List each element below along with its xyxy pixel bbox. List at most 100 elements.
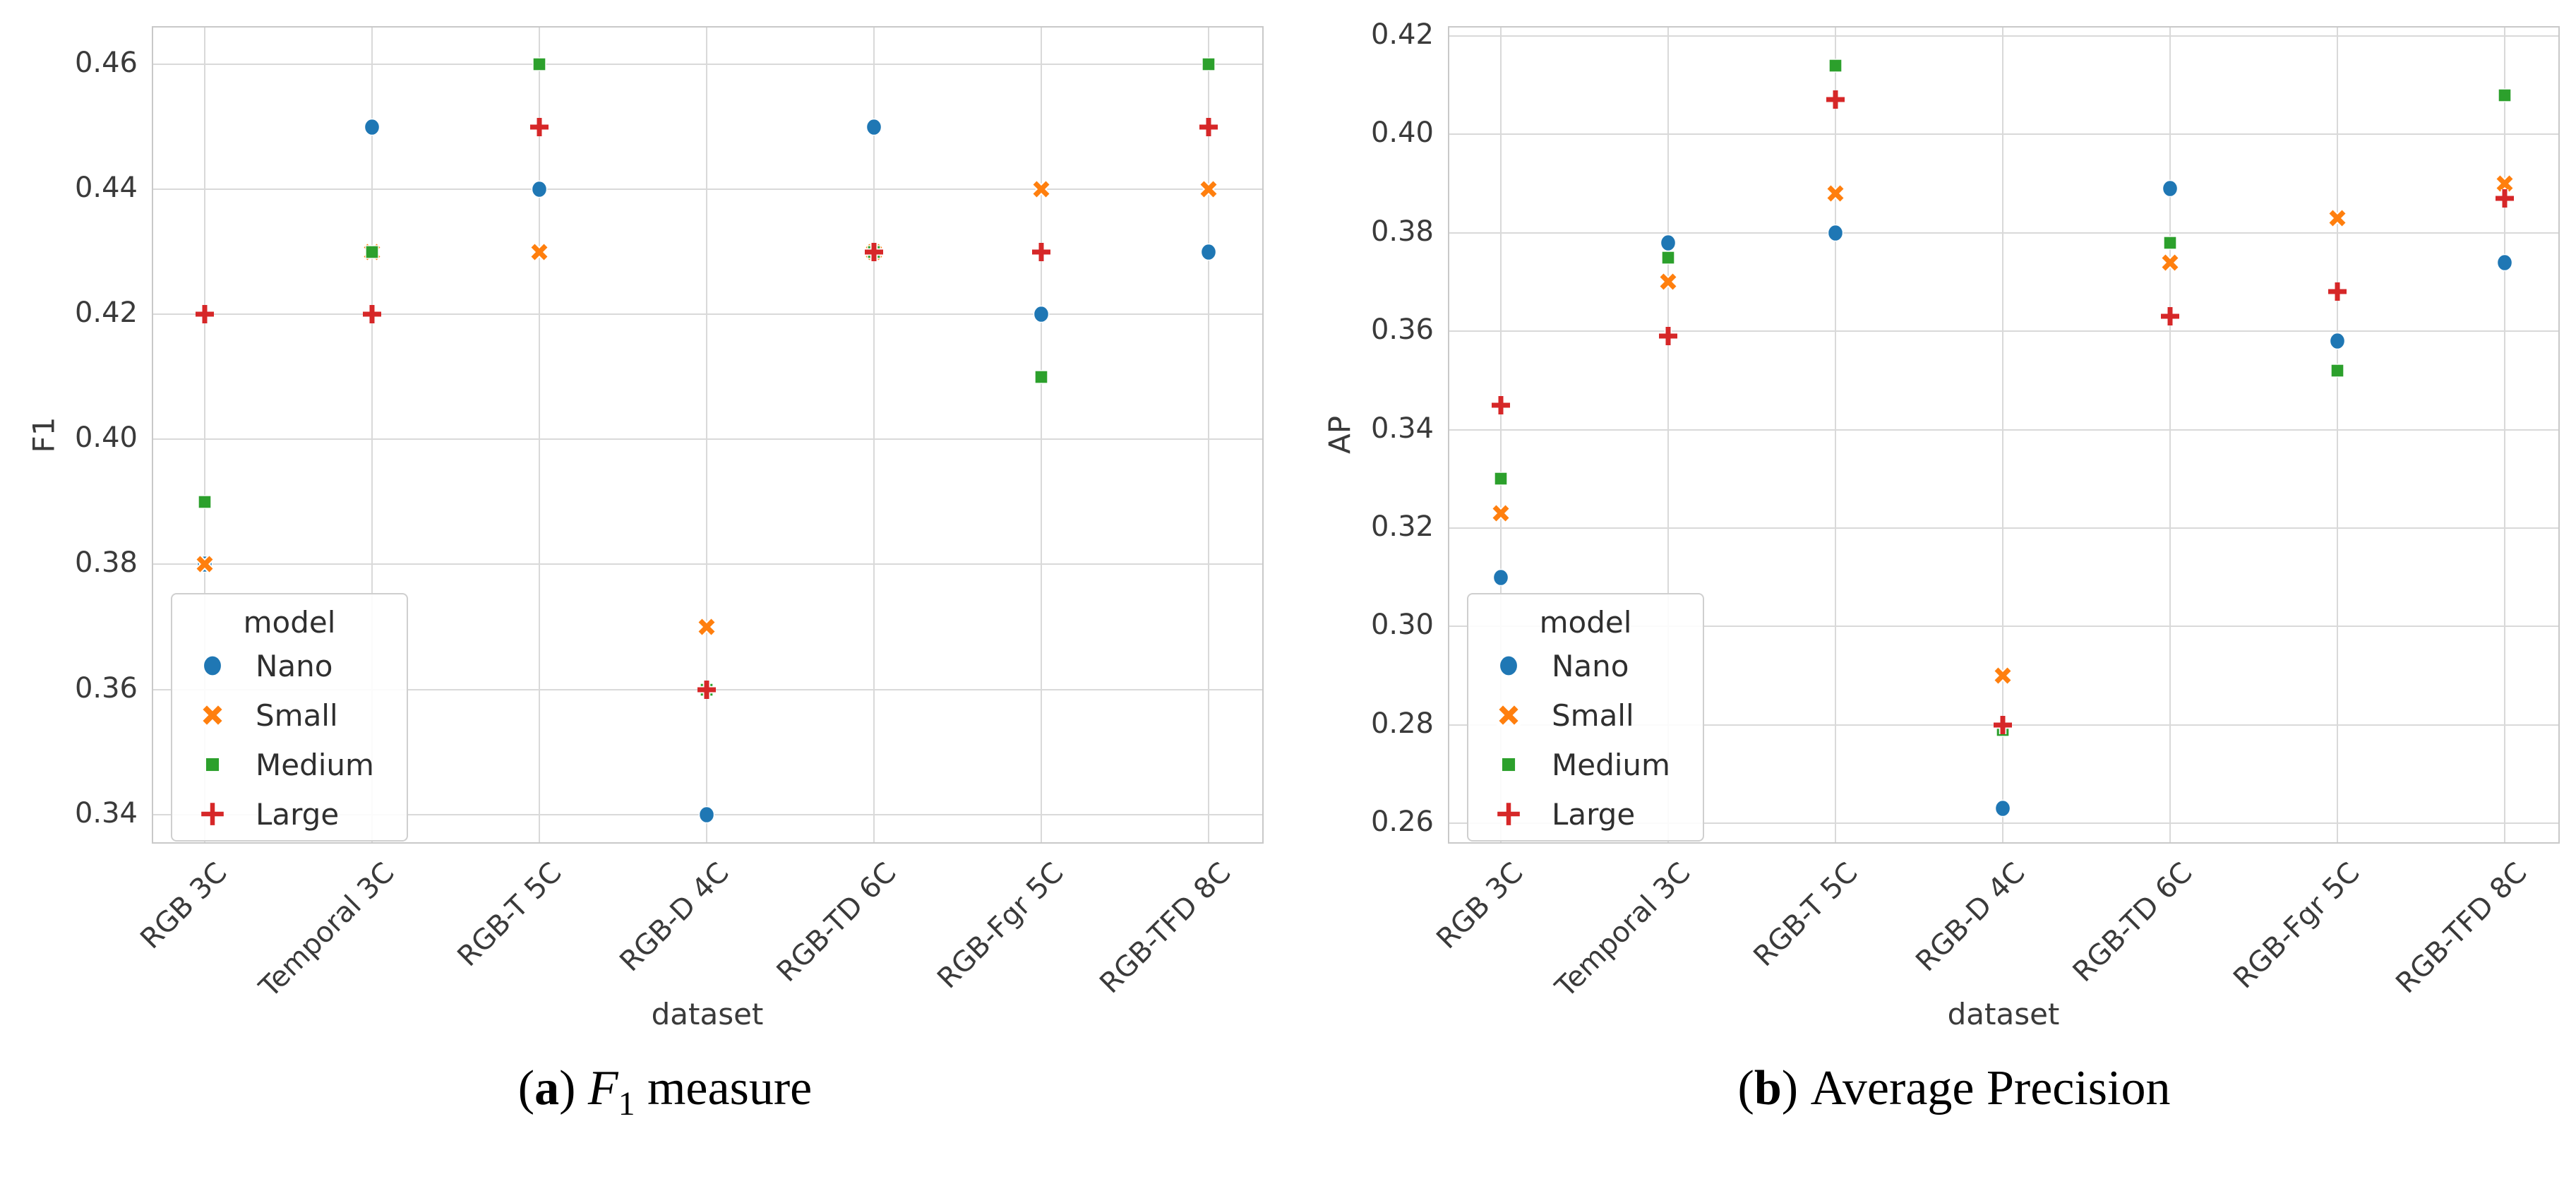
gridline-h bbox=[153, 188, 1262, 191]
marker-small-rgb-tfd-8c bbox=[1197, 178, 1220, 200]
legend-title: model bbox=[243, 605, 336, 640]
y-tick-label: 0.38 bbox=[1370, 215, 1434, 248]
gridline-v bbox=[1500, 28, 1502, 842]
gridline-h bbox=[1449, 330, 2558, 333]
marker-nano-rgb-3c bbox=[1490, 566, 1512, 589]
gridline-h bbox=[1449, 822, 2558, 825]
marker-small-rgb-fgr-5c bbox=[1030, 178, 1053, 200]
marker-medium-rgb-tfd-8c bbox=[1197, 53, 1220, 76]
gridline-v bbox=[1041, 28, 1042, 842]
legend-label-large: Large bbox=[256, 796, 340, 832]
marker-medium-rgb-tfd-8c bbox=[2493, 84, 2516, 107]
gridline-v bbox=[873, 28, 875, 842]
gridline-h bbox=[153, 438, 1262, 441]
y-tick-label: 0.36 bbox=[74, 671, 138, 705]
marker-small-rgb-td-6c bbox=[2159, 251, 2181, 274]
legend-label-nano: Nano bbox=[1552, 648, 1629, 683]
marker-medium-rgb-fgr-5c bbox=[1030, 366, 1053, 388]
marker-large-rgb-tfd-8c bbox=[1197, 116, 1220, 138]
y-tick-label: 0.46 bbox=[74, 47, 138, 80]
marker-small-rgb-3c bbox=[193, 553, 216, 575]
marker-small-rgb-tfd-8c bbox=[2493, 172, 2516, 195]
legend-nano-circle-icon bbox=[196, 650, 229, 682]
legend-small-x-icon bbox=[196, 699, 229, 731]
legend-nano-circle-icon bbox=[1492, 650, 1525, 682]
marker-medium-rgb-t-5c bbox=[528, 53, 551, 76]
marker-large-rgb-d-4c bbox=[695, 678, 718, 701]
gridline-h bbox=[153, 563, 1262, 565]
marker-nano-rgb-t-5c bbox=[1824, 222, 1847, 244]
plot-area-a: model Nano Small Medium Large bbox=[152, 26, 1264, 844]
marker-large-rgb-fgr-5c bbox=[1030, 241, 1053, 263]
y-tick-label: 0.30 bbox=[1370, 609, 1434, 642]
marker-large-rgb-fgr-5c bbox=[2326, 280, 2349, 303]
caption-a: (a) F1 measure bbox=[517, 1061, 813, 1123]
marker-large-rgb-d-4c bbox=[1991, 714, 2014, 736]
marker-large-rgb-3c bbox=[193, 303, 216, 325]
y-tick-label: 0.40 bbox=[1370, 116, 1434, 150]
marker-large-rgb-td-6c bbox=[2159, 305, 2181, 328]
marker-nano-rgb-d-4c bbox=[695, 803, 718, 826]
marker-nano-rgb-td-6c bbox=[2159, 177, 2181, 200]
marker-large-rgb-t-5c bbox=[1824, 88, 1847, 111]
legend-large-plus-icon bbox=[1492, 798, 1525, 830]
gridline-v bbox=[2504, 28, 2505, 842]
gridline-h bbox=[1449, 35, 2558, 37]
gridline-v bbox=[1208, 28, 1209, 842]
marker-medium-rgb-fgr-5c bbox=[2326, 359, 2349, 382]
marker-large-rgb-td-6c bbox=[863, 241, 885, 263]
marker-small-rgb-fgr-5c bbox=[2326, 207, 2349, 229]
legend-label-medium: Medium bbox=[256, 747, 374, 782]
marker-large-rgb-t-5c bbox=[528, 116, 551, 138]
gridline-v bbox=[2337, 28, 2338, 842]
marker-medium-rgb-3c bbox=[193, 491, 216, 513]
y-tick-label: 0.36 bbox=[1370, 313, 1434, 347]
y-tick-label: 0.28 bbox=[1370, 707, 1434, 740]
gridline-v bbox=[2169, 28, 2171, 842]
legend-entry-small: Small bbox=[172, 690, 407, 740]
legend-entry-medium: Medium bbox=[172, 740, 407, 789]
marker-small-rgb-t-5c bbox=[528, 241, 551, 263]
marker-medium-temporal-3c bbox=[1657, 246, 1679, 269]
marker-large-temporal-3c bbox=[361, 303, 383, 325]
x-axis-label-dataset-b: dataset bbox=[1947, 997, 2060, 1031]
legend-label-small: Small bbox=[256, 698, 338, 733]
marker-small-rgb-d-4c bbox=[1991, 664, 2014, 687]
y-tick-label: 0.26 bbox=[1370, 806, 1434, 839]
legend-label-nano: Nano bbox=[256, 648, 333, 683]
marker-nano-rgb-fgr-5c bbox=[1030, 303, 1053, 325]
marker-small-rgb-3c bbox=[1490, 502, 1512, 525]
gridline-h bbox=[1449, 626, 2558, 628]
marker-nano-rgb-t-5c bbox=[528, 178, 551, 200]
marker-medium-rgb-td-6c bbox=[2159, 232, 2181, 254]
legend-entry-nano: Nano bbox=[172, 641, 407, 690]
gridline-v bbox=[204, 28, 205, 842]
gridline-v bbox=[2002, 28, 2003, 842]
marker-small-rgb-d-4c bbox=[695, 616, 718, 638]
gridline-h bbox=[153, 64, 1262, 66]
gridline-h bbox=[1449, 133, 2558, 136]
y-tick-label: 0.42 bbox=[1370, 18, 1434, 51]
marker-small-temporal-3c bbox=[1657, 270, 1679, 293]
legend-entry-small: Small bbox=[1468, 690, 1703, 740]
gridline-h bbox=[1449, 232, 2558, 234]
legend-label-small: Small bbox=[1552, 698, 1634, 733]
marker-medium-rgb-3c bbox=[1490, 467, 1512, 490]
legend-title: model bbox=[1539, 605, 1632, 640]
gridline-v bbox=[371, 28, 373, 842]
plot-area-b: model Nano Small Medium Large bbox=[1448, 26, 2560, 844]
legend-entry-medium: Medium bbox=[1468, 740, 1703, 789]
gridline-h bbox=[153, 313, 1262, 316]
legend-large-plus-icon bbox=[196, 798, 229, 830]
marker-nano-rgb-tfd-8c bbox=[1197, 241, 1220, 263]
gridline-h bbox=[1449, 527, 2558, 529]
y-tick-label: 0.32 bbox=[1370, 510, 1434, 544]
marker-nano-rgb-tfd-8c bbox=[2493, 251, 2516, 274]
y-tick-label: 0.44 bbox=[74, 172, 138, 205]
marker-nano-rgb-fgr-5c bbox=[2326, 330, 2349, 352]
marker-large-rgb-3c bbox=[1490, 394, 1512, 417]
legend-b: model Nano Small Medium Large bbox=[1467, 593, 1704, 842]
caption-b: (b) Average Precision bbox=[1737, 1061, 2171, 1115]
gridline-v bbox=[539, 28, 540, 842]
